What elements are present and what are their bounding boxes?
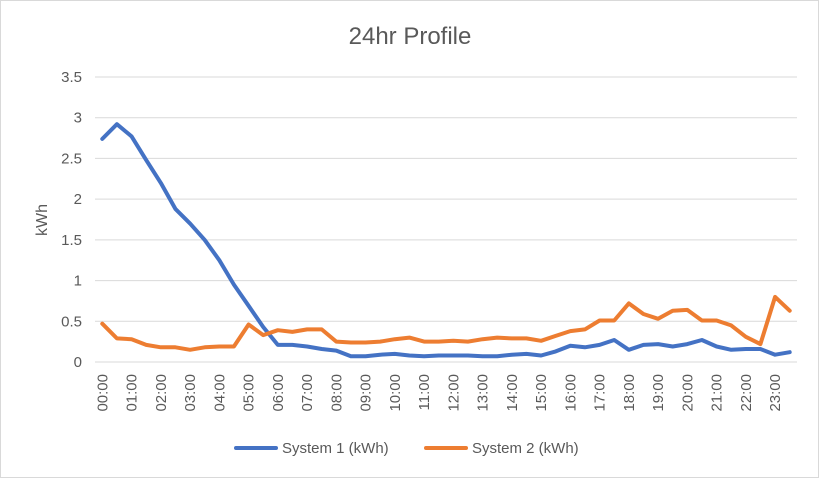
x-tick-label: 10:00 bbox=[387, 374, 404, 412]
x-tick-label: 03:00 bbox=[182, 374, 199, 412]
x-tick-label: 08:00 bbox=[328, 374, 345, 412]
x-tick-label: 15:00 bbox=[533, 374, 550, 412]
series-line-2 bbox=[100, 294, 792, 352]
legend: System 1 (kWh) System 2 (kWh) bbox=[234, 440, 579, 457]
x-tick-label: 17:00 bbox=[592, 374, 609, 412]
x-tick-label: 11:00 bbox=[416, 374, 433, 410]
x-tick-label: 13:00 bbox=[475, 374, 492, 412]
x-tick-label: 09:00 bbox=[358, 374, 375, 412]
x-tick-label: 07:00 bbox=[299, 374, 316, 412]
y-tick-label: 3 bbox=[74, 110, 82, 127]
x-tick-label: 21:00 bbox=[709, 374, 726, 412]
x-tick-label: 05:00 bbox=[241, 374, 258, 412]
x-tick-label: 22:00 bbox=[738, 374, 755, 412]
grid-lines bbox=[95, 76, 797, 363]
y-tick-label: 0.5 bbox=[61, 313, 82, 330]
y-tick-label: 2 bbox=[74, 191, 82, 208]
x-tick-label: 14:00 bbox=[504, 374, 521, 412]
legend-label: System 2 (kWh) bbox=[472, 440, 579, 457]
chart-title: 24hr Profile bbox=[349, 23, 472, 50]
y-tick-label: 1 bbox=[74, 273, 82, 290]
x-tick-label: 19:00 bbox=[650, 374, 667, 412]
x-tick-label: 04:00 bbox=[211, 374, 228, 412]
series-line-1 bbox=[100, 122, 792, 359]
y-tick-label: 1.5 bbox=[61, 232, 82, 249]
legend-label: System 1 (kWh) bbox=[282, 440, 389, 457]
y-axis-label: kWh bbox=[34, 204, 51, 236]
x-tick-label: 18:00 bbox=[621, 374, 638, 412]
x-tick-label: 12:00 bbox=[445, 374, 462, 412]
x-axis-ticks: 00:00 01:00 02:00 03:00 04:00 05:00 06:00 07:00… bbox=[94, 374, 784, 412]
series-lines bbox=[100, 122, 792, 359]
x-tick-label: 06:00 bbox=[270, 374, 287, 412]
y-tick-label: 2.5 bbox=[61, 150, 82, 167]
y-axis-ticks: 0 0.5 1 1.5 2 2.5 3 3.5 bbox=[61, 69, 82, 371]
x-tick-label: 20:00 bbox=[679, 374, 696, 412]
x-tick-label: 23:00 bbox=[767, 374, 784, 412]
y-tick-label: 0 bbox=[74, 354, 82, 371]
x-tick-label: 00:00 bbox=[94, 374, 111, 412]
x-tick-label: 02:00 bbox=[153, 374, 170, 412]
x-tick-label: 01:00 bbox=[124, 374, 141, 412]
y-tick-label: 3.5 bbox=[61, 69, 82, 86]
x-tick-label: 16:00 bbox=[562, 374, 579, 412]
